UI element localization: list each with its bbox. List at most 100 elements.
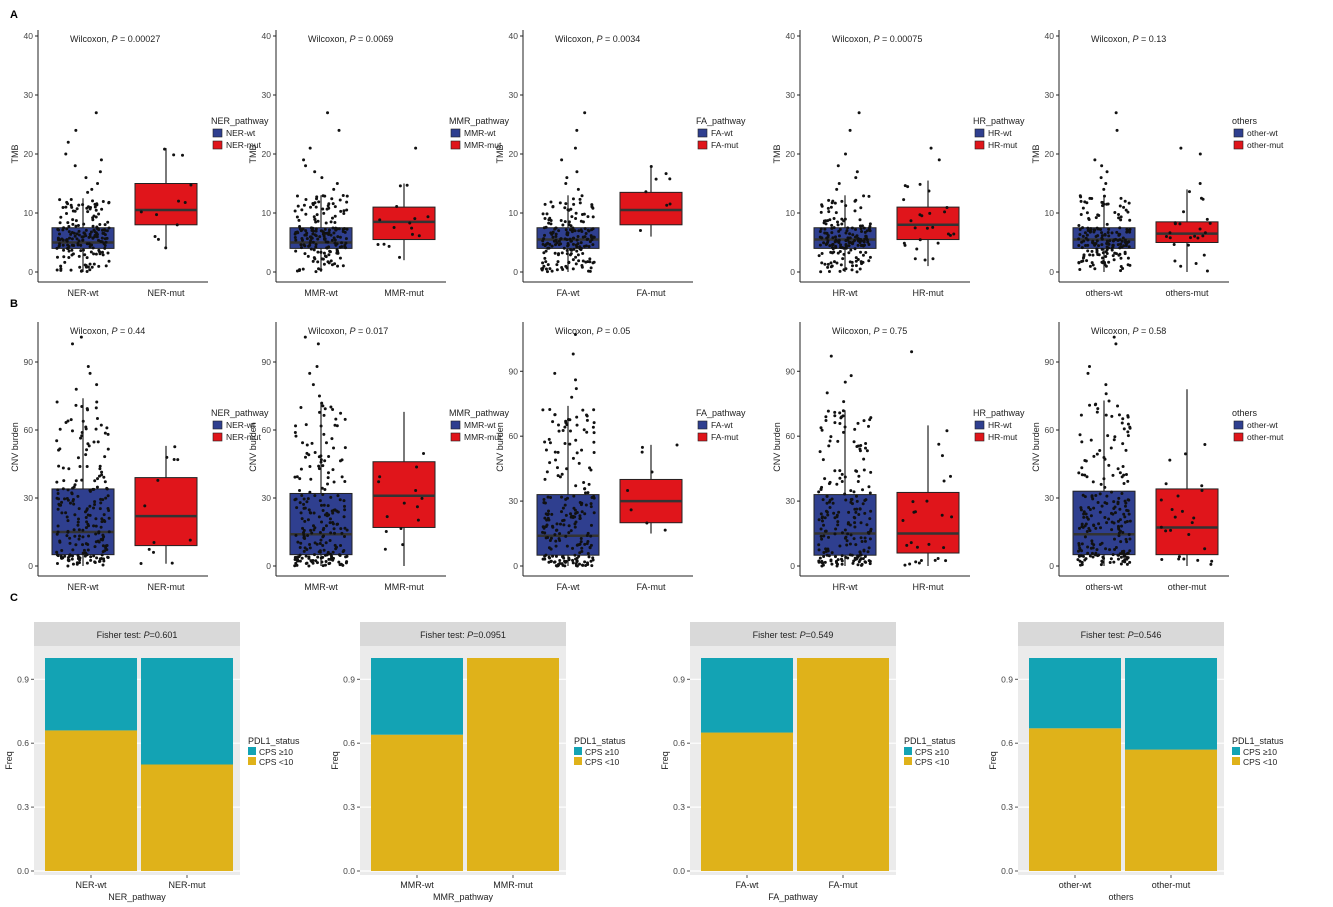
outlier-point [86, 365, 90, 369]
data-point [862, 226, 866, 230]
data-point [1128, 218, 1132, 222]
outlier-point [73, 164, 77, 168]
data-point [556, 423, 560, 427]
data-point [92, 487, 96, 491]
data-point [541, 242, 545, 246]
y-tick-label: 40 [262, 31, 272, 41]
data-point [295, 230, 299, 234]
data-point [296, 555, 300, 559]
outlier-point [1198, 182, 1202, 185]
data-point [80, 430, 84, 434]
data-point [101, 228, 105, 232]
data-point [1112, 258, 1116, 262]
data-point [105, 544, 109, 548]
data-point [867, 531, 871, 535]
data-point [81, 248, 85, 252]
data-point [571, 558, 575, 562]
legend-label: HR-mut [988, 140, 1018, 150]
data-point [1200, 484, 1204, 488]
data-point [855, 499, 859, 503]
outlier-point [311, 383, 315, 387]
data-point [86, 548, 90, 552]
data-point [1098, 510, 1102, 514]
data-point [102, 242, 106, 246]
data-point [557, 252, 561, 256]
data-point [318, 235, 322, 239]
facet-strip-label: Fisher test: P=0.549 [753, 630, 834, 640]
data-point [68, 236, 72, 240]
data-point [908, 562, 912, 566]
data-point [147, 547, 151, 551]
data-point [585, 418, 589, 422]
data-point [313, 257, 317, 261]
data-point [831, 501, 835, 505]
data-point [78, 534, 82, 538]
outlier-point [94, 111, 98, 115]
data-point [543, 501, 547, 505]
data-point [83, 253, 87, 257]
outlier-point [835, 187, 839, 191]
x-tick-label: others-wt [1085, 582, 1123, 592]
data-point [663, 528, 667, 532]
bar-segment-low [1125, 749, 1217, 871]
data-point [323, 487, 327, 491]
data-point [1128, 537, 1132, 541]
data-point [1112, 238, 1116, 242]
data-point [319, 458, 323, 462]
data-point [819, 488, 823, 492]
data-point [846, 226, 850, 230]
data-point [328, 538, 332, 542]
data-point [313, 541, 317, 545]
data-point [573, 525, 577, 529]
data-point [830, 551, 834, 555]
data-point [95, 235, 99, 239]
data-point [66, 488, 70, 492]
data-point [567, 220, 571, 224]
data-point [1103, 501, 1107, 505]
data-point [549, 547, 553, 551]
y-axis-title: Freq [330, 751, 340, 770]
data-point [563, 442, 567, 446]
y-axis-title: TMB [10, 145, 20, 164]
data-point [1079, 554, 1083, 558]
data-point [340, 241, 344, 245]
data-point [1102, 194, 1106, 198]
data-point [75, 562, 79, 566]
data-point [569, 512, 573, 516]
data-point [549, 495, 553, 499]
data-point [85, 407, 89, 411]
data-point [326, 240, 330, 244]
data-point [309, 236, 313, 240]
data-point [828, 498, 832, 502]
data-point [304, 233, 308, 237]
data-point [575, 238, 579, 242]
data-point [71, 554, 75, 558]
data-point [297, 218, 301, 222]
data-point [583, 487, 587, 491]
data-point [343, 535, 347, 539]
data-point [338, 245, 342, 249]
data-point [1095, 239, 1099, 243]
data-point [543, 531, 547, 535]
data-point [840, 222, 844, 226]
data-point [97, 228, 101, 232]
data-point [1083, 473, 1087, 477]
data-point [858, 507, 862, 511]
data-point [342, 212, 346, 216]
data-point [859, 260, 863, 264]
p-value-rest: = 0.75 [880, 326, 908, 336]
x-axis-title: FA_pathway [768, 892, 818, 902]
data-point [1107, 399, 1111, 403]
facet-strip-label: Fisher test: P=0.0951 [420, 630, 506, 640]
data-point [1105, 251, 1109, 255]
data-point [325, 207, 329, 211]
data-point [1107, 234, 1111, 238]
data-point [858, 551, 862, 555]
data-point [320, 257, 324, 261]
data-point [1124, 208, 1128, 212]
legend-swatch [974, 140, 985, 150]
data-point [316, 219, 320, 223]
y-tick-label: 10 [786, 208, 796, 218]
